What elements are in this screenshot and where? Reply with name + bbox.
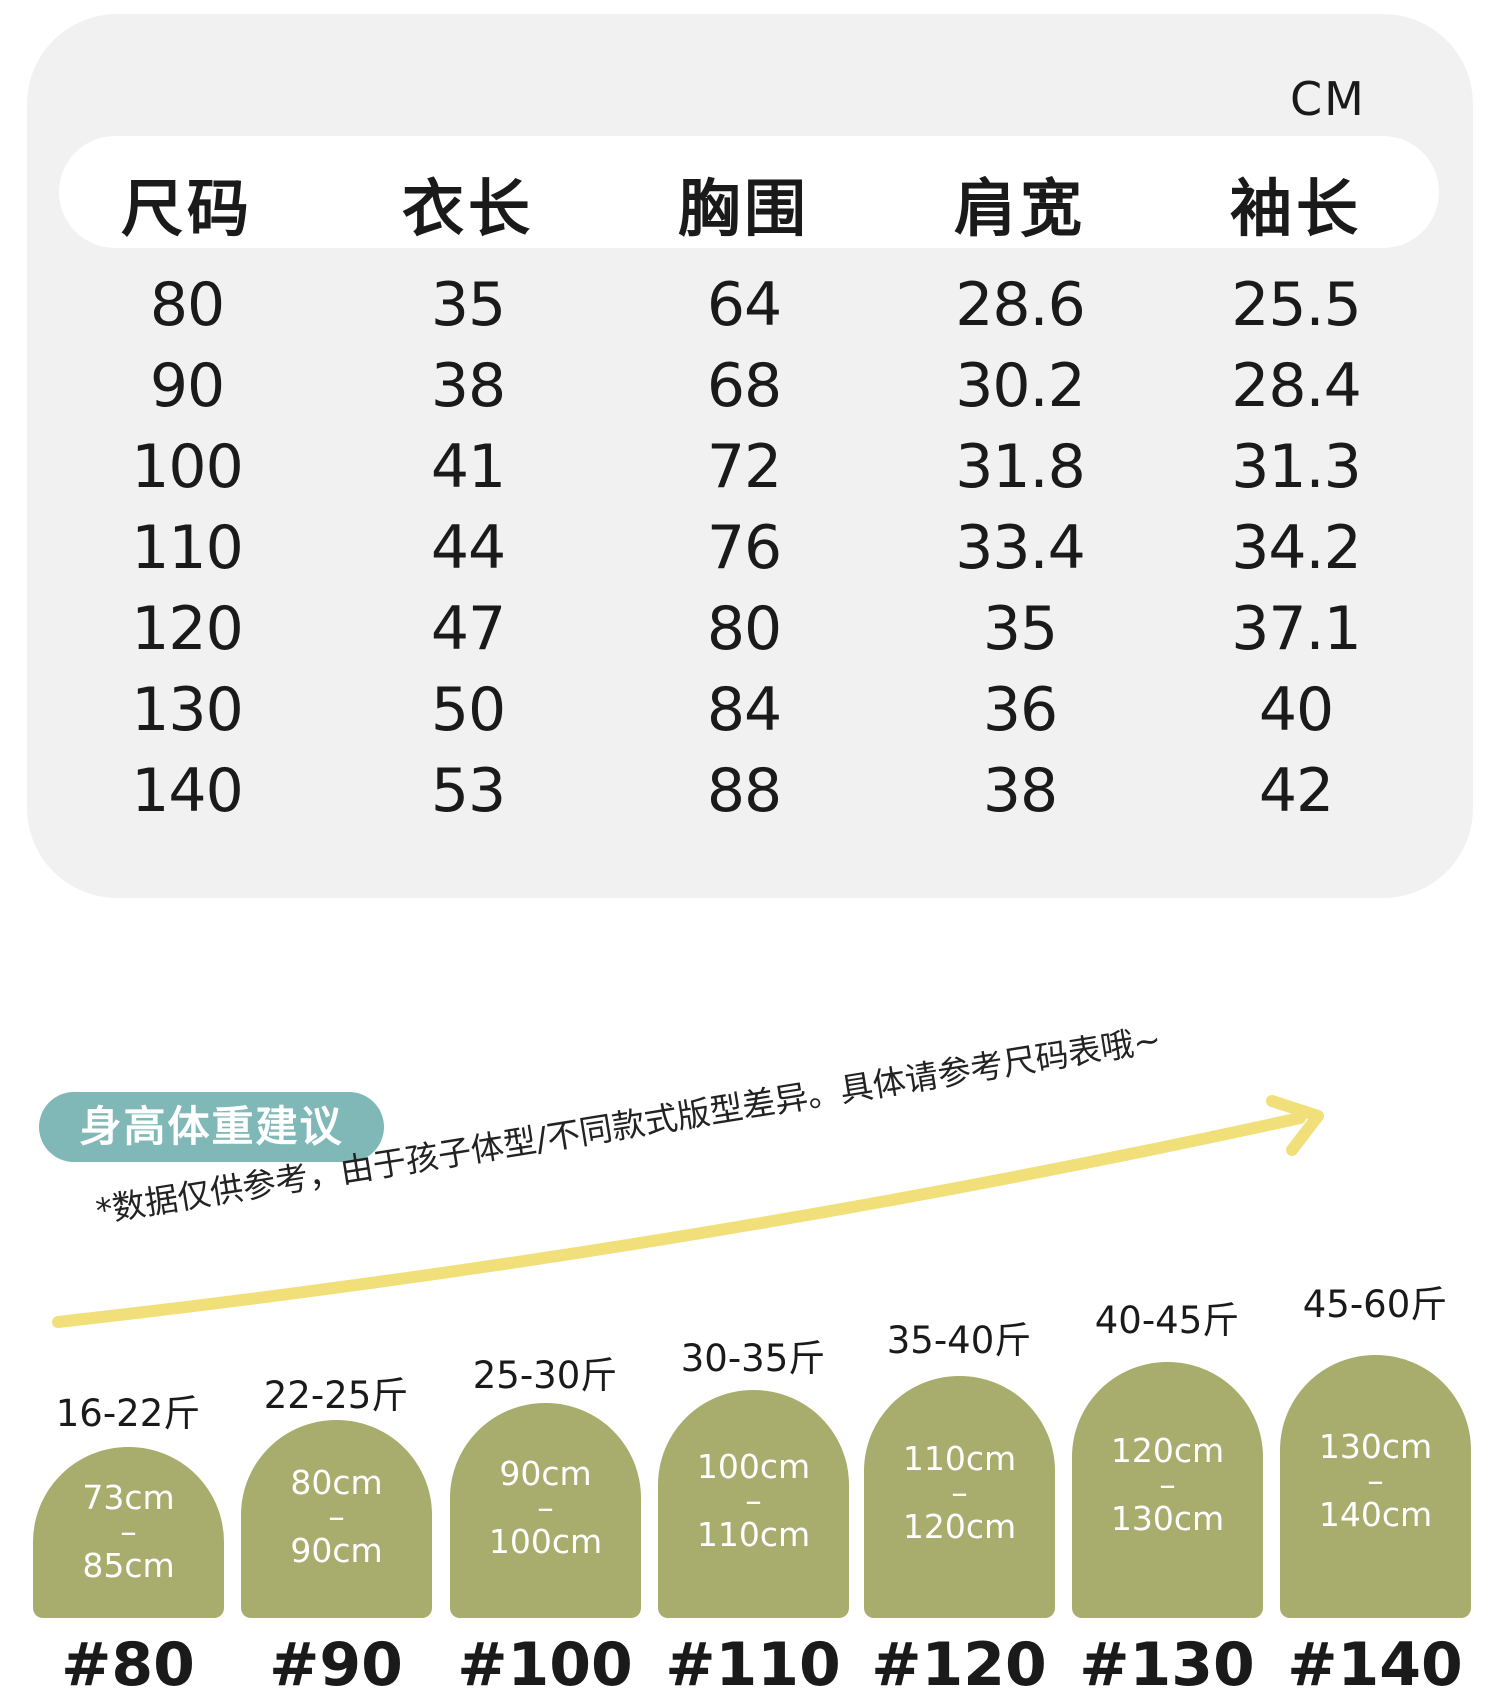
- table-cell: 30.2: [955, 351, 1086, 421]
- height-to-label: 110cm: [696, 1514, 811, 1554]
- weight-range-label: 22-25斤: [263, 1374, 409, 1417]
- table-cell: 28.6: [955, 270, 1086, 340]
- height-range-dash: –: [745, 1480, 762, 1520]
- size-code-label: #110: [665, 1630, 841, 1700]
- weight-range-label: 45-60斤: [1302, 1283, 1448, 1326]
- table-cell: 72: [706, 432, 782, 502]
- height-range-arch: 120cm –130cm: [1072, 1362, 1263, 1618]
- size-code-label: #90: [269, 1630, 403, 1700]
- table-cell: 31.3: [1231, 432, 1362, 502]
- table-cell: 50: [430, 675, 506, 745]
- table-cell: 44: [430, 513, 506, 583]
- height-range-arch: 110cm –120cm: [864, 1376, 1055, 1618]
- height-range-dash: –: [120, 1511, 137, 1551]
- table-cell: 110: [131, 513, 244, 583]
- table-cell: 53: [430, 756, 506, 826]
- table-cell: 31.8: [955, 432, 1086, 502]
- table-cell: 64: [706, 270, 782, 340]
- height-range-dash: –: [951, 1472, 968, 1512]
- table-header-bar: [59, 136, 1439, 248]
- table-cell: 35: [982, 594, 1058, 664]
- size-code-label: #100: [457, 1630, 633, 1700]
- height-from-label: 130cm: [1318, 1427, 1433, 1467]
- table-cell: 40: [1258, 675, 1334, 745]
- weight-range-label: 16-22斤: [55, 1392, 201, 1435]
- table-cell: 130: [131, 675, 244, 745]
- table-cell: 35: [430, 270, 506, 340]
- height-to-label: 90cm: [290, 1531, 383, 1571]
- table-cell: 47: [430, 594, 506, 664]
- height-from-label: 73cm: [82, 1477, 175, 1517]
- weight-range-label: 40-45斤: [1094, 1299, 1240, 1342]
- recommendation-title: 身高体重建议: [39, 1092, 384, 1162]
- height-from-label: 110cm: [902, 1438, 1017, 1478]
- height-from-label: 120cm: [1110, 1431, 1225, 1471]
- table-cell: 80: [149, 270, 225, 340]
- size-code-label: #140: [1287, 1630, 1463, 1700]
- trend-arrow: [52, 1095, 1324, 1328]
- table-cell: 120: [131, 594, 244, 664]
- height-range-dash: –: [1367, 1461, 1384, 1501]
- table-cell: 33.4: [955, 513, 1086, 583]
- unit-label: CM: [1290, 72, 1366, 126]
- height-to-label: 85cm: [82, 1545, 175, 1585]
- height-to-label: 120cm: [902, 1506, 1017, 1546]
- column-header: 胸围: [677, 172, 810, 245]
- column-header: 衣长: [401, 172, 534, 245]
- size-code-label: #130: [1079, 1630, 1255, 1700]
- table-cell: 41: [430, 432, 506, 502]
- table-cell: 100: [131, 432, 244, 502]
- column-header: 肩宽: [953, 172, 1086, 245]
- height-range-arch: 80cm –90cm: [241, 1420, 432, 1618]
- height-range-dash: –: [328, 1497, 345, 1537]
- height-range-arch: 90cm –100cm: [450, 1403, 641, 1618]
- table-cell: 140: [131, 756, 244, 826]
- height-range-dash: –: [1159, 1465, 1176, 1505]
- height-from-label: 90cm: [499, 1453, 592, 1493]
- height-from-label: 80cm: [290, 1463, 383, 1503]
- table-cell: 84: [706, 675, 782, 745]
- weight-range-label: 35-40斤: [886, 1319, 1032, 1362]
- weight-range-label: 30-35斤: [680, 1337, 826, 1380]
- table-cell: 34.2: [1231, 513, 1362, 583]
- weight-range-label: 25-30斤: [472, 1354, 618, 1397]
- table-cell: 25.5: [1231, 270, 1362, 340]
- height-to-label: 100cm: [488, 1521, 603, 1561]
- size-code-label: #120: [871, 1630, 1047, 1700]
- table-cell: 90: [149, 351, 225, 421]
- column-header: 尺码: [120, 172, 253, 245]
- table-cell: 68: [706, 351, 782, 421]
- table-cell: 80: [706, 594, 782, 664]
- height-range-arch: 100cm –110cm: [658, 1390, 849, 1618]
- height-from-label: 100cm: [696, 1446, 811, 1486]
- height-to-label: 130cm: [1110, 1499, 1225, 1539]
- table-cell: 88: [706, 756, 782, 826]
- table-cell: 76: [706, 513, 782, 583]
- height-range-dash: –: [537, 1487, 554, 1527]
- table-cell: 36: [982, 675, 1058, 745]
- table-cell: 37.1: [1231, 594, 1362, 664]
- table-cell: 28.4: [1231, 351, 1362, 421]
- table-cell: 42: [1258, 756, 1334, 826]
- height-range-arch: 73cm –85cm: [33, 1447, 224, 1618]
- column-header: 袖长: [1229, 172, 1362, 245]
- table-cell: 38: [982, 756, 1058, 826]
- height-range-arch: 130cm –140cm: [1280, 1355, 1471, 1618]
- size-code-label: #80: [61, 1630, 195, 1700]
- height-to-label: 140cm: [1318, 1495, 1433, 1535]
- table-cell: 38: [430, 351, 506, 421]
